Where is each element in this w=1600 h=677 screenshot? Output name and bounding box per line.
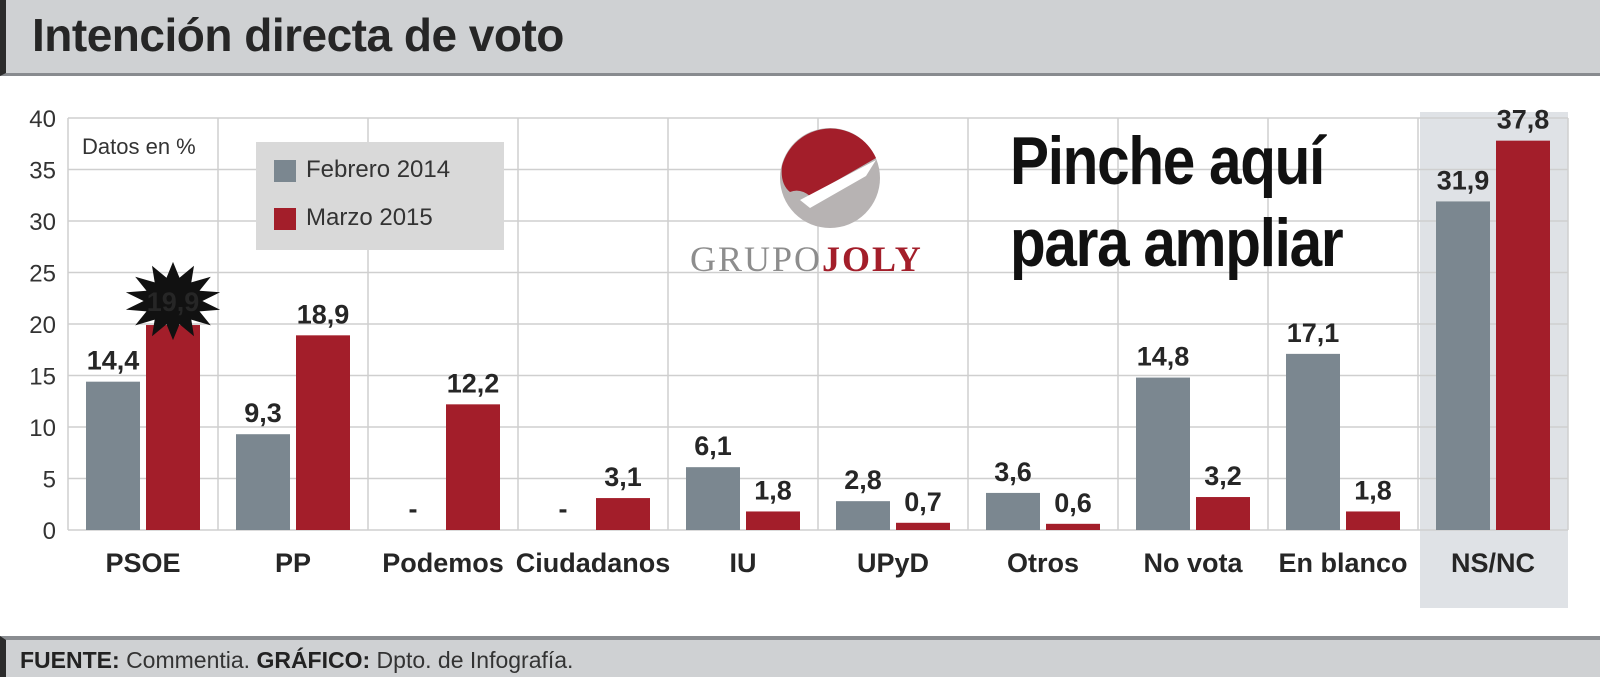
bar-marzo-2015 xyxy=(146,325,200,530)
category-label: Otros xyxy=(1007,548,1079,578)
y-tick-label: 5 xyxy=(43,467,56,494)
y-tick-label: 15 xyxy=(29,364,56,391)
bar-febrero-2014 xyxy=(986,492,1040,530)
bar-febrero-2014 xyxy=(86,381,140,530)
source-value: Commentia. xyxy=(126,647,251,673)
value-label: - xyxy=(409,494,418,524)
value-label: 37,8 xyxy=(1497,105,1550,135)
logo-text-joly: JOLY xyxy=(822,239,923,279)
bar-febrero-2014 xyxy=(1136,377,1190,530)
chart-title: Intención directa de voto xyxy=(32,9,564,61)
y-tick-label: 35 xyxy=(29,158,56,185)
bar-marzo-2015 xyxy=(896,522,950,530)
bar-febrero-2014 xyxy=(686,467,740,530)
category-label: Podemos xyxy=(382,548,504,578)
legend-item-febrero-2014: Febrero 2014 xyxy=(274,156,450,184)
y-tick-label: 0 xyxy=(43,518,56,545)
bar-febrero-2014 xyxy=(836,501,890,530)
category-label: No vota xyxy=(1143,548,1243,578)
value-label: 1,8 xyxy=(1354,475,1392,505)
value-label: 18,9 xyxy=(297,299,350,329)
zoom-line-1[interactable]: Pinche aquí xyxy=(1010,123,1325,199)
bar-marzo-2015 xyxy=(746,511,800,530)
unit-note: Datos en % xyxy=(82,134,196,159)
value-label: 0,7 xyxy=(904,487,942,517)
category-label: IU xyxy=(730,548,757,578)
value-label: 2,8 xyxy=(844,465,882,495)
legend-label: Febrero 2014 xyxy=(306,156,451,183)
highlight-burst-icon xyxy=(125,261,221,341)
category-label: NS/NC xyxy=(1451,548,1535,578)
bar-marzo-2015 xyxy=(1496,140,1550,530)
category-label: Ciudadanos xyxy=(516,548,671,578)
value-label: 14,8 xyxy=(1137,342,1190,372)
graphic-value: Dpto. de Infografía. xyxy=(376,647,574,673)
value-label: 9,3 xyxy=(244,398,282,428)
bar-marzo-2015 xyxy=(1196,497,1250,530)
value-label: - xyxy=(559,494,568,524)
graphic-label: GRÁFICO: xyxy=(256,647,371,673)
y-tick-label: 25 xyxy=(29,261,56,288)
bar-chart: 0 5 10 15 20 25 30 35 40 14,419,9 PSOE 9,3 18,9 PP - 12… xyxy=(29,105,1569,608)
grupo-joly-logo: GRUPOJOLY xyxy=(690,126,970,279)
value-label: 3,1 xyxy=(604,462,642,492)
value-label: 3,6 xyxy=(994,457,1032,487)
legend-label: Marzo 2015 xyxy=(306,204,433,231)
y-tick-label: 20 xyxy=(29,312,56,339)
bar-marzo-2015 xyxy=(1046,523,1100,530)
chart-footer: FUENTE: Commentia. GRÁFICO: Dpto. de Inf… xyxy=(0,636,1600,677)
y-tick-label: 30 xyxy=(29,209,56,236)
value-label: 6,1 xyxy=(694,431,732,461)
source-credit: FUENTE: Commentia. GRÁFICO: Dpto. de Inf… xyxy=(20,647,573,674)
y-tick-label: 40 xyxy=(29,106,56,133)
value-label: 19,9 xyxy=(147,287,200,317)
source-label: FUENTE: xyxy=(20,647,120,673)
bar-marzo-2015 xyxy=(1346,511,1400,530)
category-label: UPyD xyxy=(857,548,929,578)
category-label: En blanco xyxy=(1278,548,1407,578)
bar-febrero-2014 xyxy=(236,434,290,530)
bar-marzo-2015 xyxy=(446,404,500,530)
category-label: PSOE xyxy=(105,548,180,578)
value-label: 14,4 xyxy=(87,346,140,376)
zoom-call-to-action[interactable]: Pinche aquí para ampliar xyxy=(1010,120,1371,284)
legend-item-marzo-2015: Marzo 2015 xyxy=(274,204,433,232)
value-label: 31,9 xyxy=(1437,165,1490,195)
logo-emblem-icon xyxy=(780,128,880,228)
logo-text-grupo: GRUPO xyxy=(690,239,823,279)
logo-text: GRUPOJOLY xyxy=(690,238,923,280)
legend-swatch-marzo-2015 xyxy=(274,207,296,230)
bar-febrero-2014 xyxy=(1436,201,1490,530)
bar-marzo-2015 xyxy=(596,498,650,530)
zoom-line-2[interactable]: para ampliar xyxy=(1010,205,1344,281)
chart-header: Intención directa de voto xyxy=(0,0,1600,76)
bar-febrero-2014 xyxy=(1286,353,1340,530)
bar-marzo-2015 xyxy=(296,335,350,530)
value-label: 0,6 xyxy=(1054,488,1092,518)
value-label: 3,2 xyxy=(1204,461,1242,491)
legend: Febrero 2014 Marzo 2015 xyxy=(256,142,504,250)
y-tick-label: 10 xyxy=(29,415,56,442)
value-label: 17,1 xyxy=(1287,318,1340,348)
value-label: 12,2 xyxy=(447,368,500,398)
value-label: 1,8 xyxy=(754,475,792,505)
category-label: PP xyxy=(275,548,311,578)
legend-swatch-febrero-2014 xyxy=(274,159,296,182)
